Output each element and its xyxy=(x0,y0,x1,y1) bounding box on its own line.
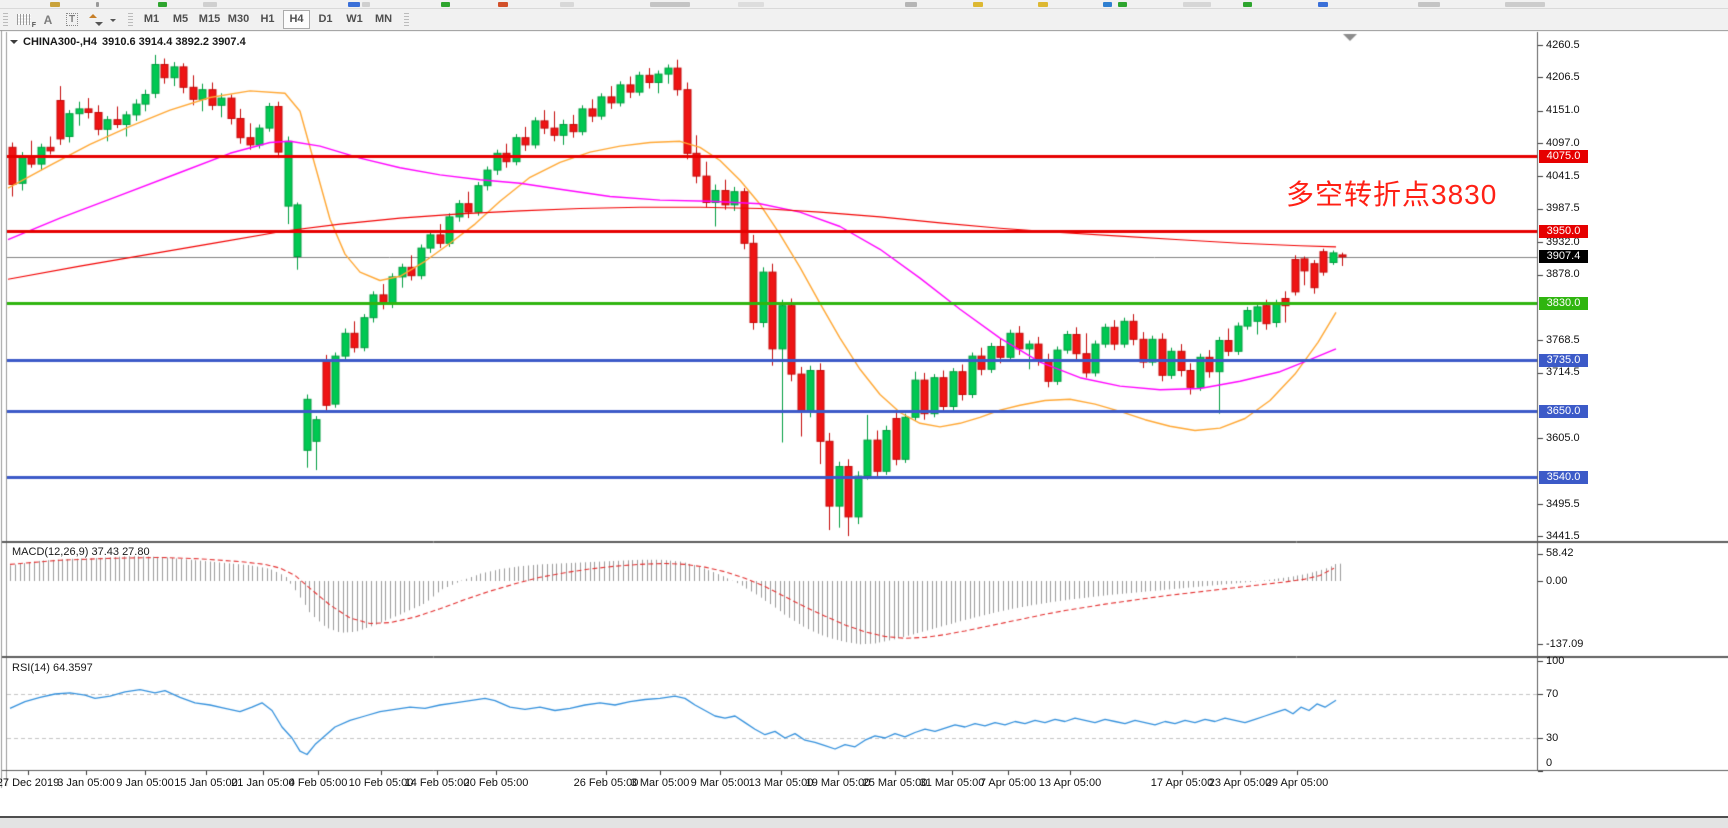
toolbar-icon-fragment xyxy=(1118,2,1127,7)
date-tick-label: 29 Apr 05:00 xyxy=(1265,777,1329,789)
toolbar-icon-fragment xyxy=(203,2,217,7)
timeframe-button-m15[interactable]: M15 xyxy=(198,13,221,25)
price-tick-label: 4206.5 xyxy=(1546,70,1580,83)
price-tick-label: 3605.0 xyxy=(1546,431,1580,444)
date-tick-label: 3 Jan 05:00 xyxy=(57,777,115,789)
text-label-icon[interactable]: A xyxy=(43,12,53,27)
toolbar-icon-fragment xyxy=(1243,2,1252,7)
horizontal-scrollbar[interactable] xyxy=(0,816,1728,828)
price-tick-label: 3878.0 xyxy=(1546,268,1580,280)
grid-f-icon-label: F xyxy=(31,22,36,29)
grid-f-icon[interactable]: F xyxy=(12,11,36,29)
level-price-badge: 3950.0 xyxy=(1539,224,1588,238)
date-tick-label: 14 Feb 05:00 xyxy=(404,777,470,789)
price-tick-label: 4041.5 xyxy=(1546,169,1580,182)
timeframe-button-d1[interactable]: D1 xyxy=(318,13,333,25)
rsi-tick-label: 100 xyxy=(1546,654,1565,667)
rsi-tick-label: 0 xyxy=(1546,756,1553,769)
toolbar-separator-2 xyxy=(404,12,409,27)
toolbar-icon-fragment xyxy=(650,2,690,7)
chart-canvas[interactable] xyxy=(0,30,1728,796)
level-price-badge: 3830.0 xyxy=(1539,296,1588,310)
date-tick-label: 4 Feb 05:00 xyxy=(288,777,348,789)
current-price-badge: 3907.4 xyxy=(1539,250,1588,264)
price-tick-label: 3987.5 xyxy=(1546,202,1580,215)
timeframe-button-h1[interactable]: H1 xyxy=(260,13,275,25)
date-tick-label: 3 Mar 05:00 xyxy=(630,777,690,789)
timeframe-button-m30[interactable]: M30 xyxy=(227,13,250,25)
date-tick-label: 13 Apr 05:00 xyxy=(1038,777,1102,789)
date-tick-label: 9 Jan 05:00 xyxy=(116,777,174,789)
date-tick-label: 13 Mar 05:00 xyxy=(748,777,814,789)
toolbar-icon-fragment xyxy=(1103,2,1112,7)
date-tick-label: 7 Apr 05:00 xyxy=(979,777,1037,789)
date-tick-label: 20 Feb 05:00 xyxy=(463,777,529,789)
toolbar-icon-fragment xyxy=(158,2,167,7)
toolbar-drag-handle[interactable] xyxy=(3,12,8,27)
price-tick-label: 3768.5 xyxy=(1546,333,1580,346)
toolbar-icon-fragment xyxy=(498,2,508,7)
toolbar-icon-fragment xyxy=(1318,2,1328,7)
timeframe-button-mn[interactable]: MN xyxy=(374,13,393,25)
toolbar-icon-fragment xyxy=(560,2,574,7)
toolbar-icon-fragment xyxy=(96,2,99,7)
date-tick-label: 10 Feb 05:00 xyxy=(348,777,414,789)
toolbar-icon-fragment xyxy=(1183,2,1211,7)
toolbar-icon-fragment xyxy=(50,2,60,7)
rsi-tick-label: 30 xyxy=(1546,731,1559,744)
main-toolbar-strip xyxy=(0,0,1728,9)
price-tick-label: 3932.0 xyxy=(1546,235,1580,248)
chevron-down-icon[interactable] xyxy=(110,18,116,25)
macd-tick-label: 58.42 xyxy=(1546,547,1574,560)
macd-tick-label: 0.00 xyxy=(1546,574,1568,587)
price-tick-label: 3441.5 xyxy=(1546,529,1580,542)
arrow-objects-icon[interactable] xyxy=(84,11,108,28)
toolbar-icon-fragment xyxy=(973,2,983,7)
toolbar-icon-fragment xyxy=(348,2,360,7)
timeframe-button-w1[interactable]: W1 xyxy=(346,13,363,25)
symbol-title: CHINA300-,H4 3910.6 3914.4 3892.2 3907.4 xyxy=(10,36,246,48)
toolbar-icon-fragment xyxy=(362,2,370,7)
timeframe-button-m1[interactable]: M1 xyxy=(143,13,160,25)
timeframe-button-m5[interactable]: M5 xyxy=(172,13,189,25)
chart-toolbar: F A T M1 M5 M15 M30 H1 H4 D1 W1 MN xyxy=(0,9,1728,31)
price-tick-label: 4260.5 xyxy=(1546,38,1580,51)
toolbar-icon-fragment xyxy=(1505,2,1545,7)
level-price-badge: 4075.0 xyxy=(1539,149,1588,163)
toolbar-icon-fragment xyxy=(905,2,917,7)
chevron-down-icon[interactable] xyxy=(10,40,18,48)
price-tick-label: 4151.0 xyxy=(1546,104,1580,117)
ohlc-quote: 3910.6 3914.4 3892.2 3907.4 xyxy=(101,36,246,48)
date-tick-label: 15 Jan 05:00 xyxy=(174,777,238,789)
date-tick-label: 23 Apr 05:00 xyxy=(1208,777,1272,789)
date-tick-label: 9 Mar 05:00 xyxy=(690,777,750,789)
price-tick-label: 3714.5 xyxy=(1546,366,1580,379)
date-tick-label: 17 Apr 05:00 xyxy=(1150,777,1214,789)
symbol-label: CHINA300-,H4 xyxy=(23,36,97,48)
chart-window: CHINA300-,H4 3910.6 3914.4 3892.2 3907.4… xyxy=(0,30,1728,828)
date-tick-label: 25 Mar 05:00 xyxy=(862,777,928,789)
rsi-tick-label: 70 xyxy=(1546,687,1559,700)
text-box-icon[interactable]: T xyxy=(60,11,84,28)
toolbar-icon-fragment xyxy=(1038,2,1048,7)
macd-tick-label: -137.09 xyxy=(1546,637,1584,650)
toolbar-icon-fragment xyxy=(738,2,764,7)
level-price-badge: 3540.0 xyxy=(1539,470,1588,484)
level-price-badge: 3735.0 xyxy=(1539,353,1588,367)
date-tick-label: 27 Dec 2019 xyxy=(0,777,60,789)
date-tick-label: 19 Mar 05:00 xyxy=(805,777,871,789)
toolbar-icon-fragment xyxy=(1418,2,1440,7)
timeframe-button-h4[interactable]: H4 xyxy=(283,10,310,29)
date-tick-label: 26 Feb 05:00 xyxy=(573,777,639,789)
price-tick-label: 4097.0 xyxy=(1546,136,1580,149)
macd-label: MACD(12,26,9) 37.43 27.80 xyxy=(12,546,150,558)
rsi-label: RSI(14) 64.3597 xyxy=(12,662,93,674)
toolbar-icon-fragment xyxy=(441,2,450,7)
level-price-badge: 3650.0 xyxy=(1539,404,1588,418)
annotation-text[interactable]: 多空转折点3830 xyxy=(1286,179,1498,210)
toolbar-separator xyxy=(128,12,133,27)
date-tick-label: 21 Jan 05:00 xyxy=(231,777,295,789)
price-tick-label: 3495.5 xyxy=(1546,497,1580,510)
date-tick-label: 31 Mar 05:00 xyxy=(919,777,985,789)
